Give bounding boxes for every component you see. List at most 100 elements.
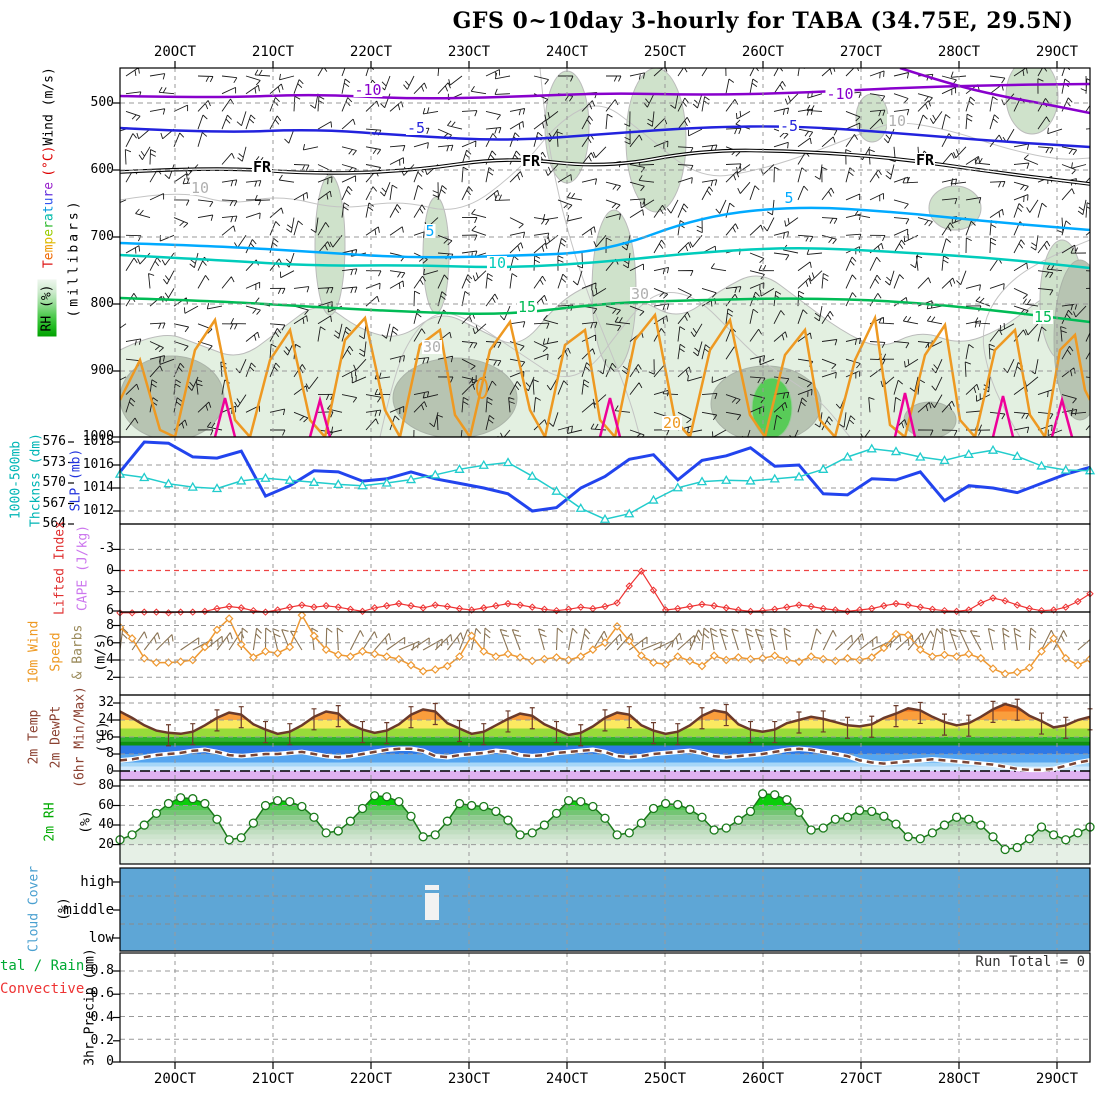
time-label-bottom: 20OCT <box>153 1071 197 1087</box>
time-label-top: 28OCT <box>937 44 981 60</box>
contour-label: -5 <box>405 119 427 137</box>
y-tick-label: 564 <box>42 516 66 531</box>
axis-label-wind10d: (m/s) <box>93 632 109 672</box>
y-tick-label: 900 <box>90 363 114 378</box>
axis-label-wind_units: (°C)Wind (m/s) <box>41 67 57 177</box>
y-tick-label: 24 <box>98 712 114 727</box>
y-tick-label: 32 <box>98 695 114 710</box>
axis-label-rh: RH (%) <box>37 279 57 337</box>
contour-label: FR <box>914 151 936 169</box>
y-tick-label: 6 <box>106 603 114 618</box>
axis-label-pr: 3hr Precip (mm) <box>82 948 98 1066</box>
time-label-top: 20OCT <box>153 44 197 60</box>
axis-label-wind10c: & Barbs <box>70 624 86 680</box>
y-tick-label: 16 <box>98 729 114 744</box>
y-tick-label: 60 <box>98 797 114 813</box>
axis-label-thickness2: Thcknss (dm) <box>28 433 44 527</box>
contour-label: -10 <box>353 81 383 99</box>
y-tick-label: 1014 <box>82 480 114 495</box>
contour-label: 20 <box>661 414 683 432</box>
contour-label: 30 <box>421 338 443 356</box>
y-tick-label: high <box>80 874 114 890</box>
y-tick-label: 0 <box>106 763 114 778</box>
contour-label: 30 <box>629 285 651 303</box>
axis-label-t2a: 2m Temp <box>26 709 42 765</box>
y-tick-label: 567 <box>42 495 66 511</box>
axis-label-wind10a: 10m Wind <box>26 620 42 684</box>
y-tick-label: low <box>88 930 114 946</box>
legend-convective: Convective <box>0 981 85 997</box>
axis-label-ccb: (%) <box>56 897 72 921</box>
time-label-top: 21OCT <box>251 44 295 60</box>
y-tick-label: 8 <box>106 746 114 761</box>
y-tick-label: 1012 <box>82 503 114 518</box>
time-label-bottom: 21OCT <box>251 1071 295 1087</box>
time-label-bottom: 29OCT <box>1035 1071 1079 1087</box>
y-tick-label: -3 <box>98 541 114 557</box>
contour-label: FR <box>520 152 542 170</box>
contour-label: -10 <box>825 85 855 103</box>
contour-label: -5 <box>778 117 800 135</box>
time-label-top: 26OCT <box>741 44 785 60</box>
y-tick-label: 1016 <box>82 457 114 472</box>
y-tick-label: 0 <box>106 1054 114 1069</box>
axis-label-cca: Cloud Cover <box>26 865 42 953</box>
y-tick-label: 0 <box>106 562 114 578</box>
y-tick-label: 40 <box>98 817 114 832</box>
chart-title: GFS 0~10day 3-hourly for TABA (34.75E, 2… <box>452 8 1074 34</box>
axis-label-li: Lifted Index <box>52 521 68 615</box>
y-tick-label: 8 <box>106 617 114 633</box>
axis-label-cape: CAPE (J/kg) <box>75 524 91 612</box>
y-tick-label: 576 <box>42 434 66 449</box>
legend-total_rain: tal / Rain <box>0 958 85 974</box>
y-tick-label: 0.6 <box>90 986 114 1002</box>
y-tick-label: 500 <box>90 95 114 110</box>
y-tick-label: 4 <box>106 652 114 667</box>
time-label-top: 23OCT <box>447 44 491 60</box>
y-tick-label: 3 <box>106 583 114 599</box>
contour-label: 10 <box>189 179 211 197</box>
time-label-bottom: 23OCT <box>447 1071 491 1087</box>
time-label-bottom: 22OCT <box>349 1071 393 1087</box>
y-tick-label: 570 <box>42 475 66 490</box>
y-tick-label: 0.2 <box>90 1032 114 1048</box>
axis-label-millibars: (millibars) <box>66 198 82 318</box>
axis-label-slp: SLP (mb) <box>68 448 84 512</box>
axis-label-rh2a: 2m RH <box>42 802 58 842</box>
y-tick-label: middle <box>63 902 114 918</box>
y-tick-label: 700 <box>90 229 114 244</box>
time-label-bottom: 27OCT <box>839 1071 883 1087</box>
y-tick-label: 0.8 <box>90 963 114 978</box>
contour-label: 5 <box>424 222 436 240</box>
time-label-bottom: 26OCT <box>741 1071 785 1087</box>
time-label-top: 22OCT <box>349 44 393 60</box>
axis-label-t2b: 2m DewPt <box>48 705 64 769</box>
y-tick-label: 600 <box>90 162 114 177</box>
contour-label: FR <box>251 158 273 176</box>
axis-label-wind10b: Speed <box>48 632 64 672</box>
run-total-label: Run Total = 0 <box>975 954 1085 970</box>
contour-label: 10 <box>486 254 508 272</box>
axis-label-temperature: Temperature <box>41 181 57 269</box>
axis-label-rh2b: (%) <box>78 810 94 834</box>
time-label-top: 24OCT <box>545 44 589 60</box>
time-label-bottom: 28OCT <box>937 1071 981 1087</box>
axis-label-t2d: (°C) <box>95 721 111 753</box>
y-tick-label: 6 <box>106 634 114 650</box>
contour-label: 5 <box>783 189 795 207</box>
y-tick-label: 2 <box>106 669 114 685</box>
y-tick-label: 20 <box>98 836 114 852</box>
axis-label-thickness1: 1000-500mb <box>8 440 24 520</box>
time-label-bottom: 25OCT <box>643 1071 687 1087</box>
time-label-bottom: 24OCT <box>545 1071 589 1087</box>
time-label-top: 25OCT <box>643 44 687 60</box>
axis-label-t2c: (6hr Min/Max) <box>72 686 88 788</box>
contour-label: 15 <box>516 298 538 316</box>
y-tick-label: 0.4 <box>90 1009 114 1025</box>
y-tick-label: 80 <box>98 778 114 793</box>
y-tick-label: 1018 <box>82 434 114 449</box>
y-tick-label: 1000 <box>82 429 114 444</box>
y-tick-label: 800 <box>90 296 114 311</box>
